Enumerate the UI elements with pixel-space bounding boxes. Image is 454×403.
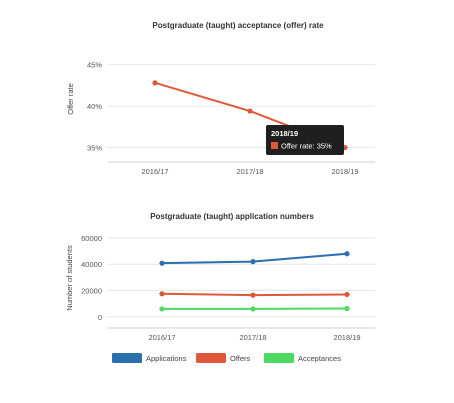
data-point[interactable] <box>159 260 165 266</box>
data-point[interactable] <box>247 108 253 114</box>
offer-rate-tooltip: 2018/19 Offer rate: 35% <box>266 125 344 155</box>
y-tick-label: 35% <box>87 144 102 153</box>
data-point[interactable] <box>250 292 256 298</box>
x-tick-label: 2016/17 <box>141 167 168 176</box>
legend-label: Applications <box>146 354 187 363</box>
application-numbers-chart: Postgraduate (taught) application number… <box>65 212 375 363</box>
data-point[interactable] <box>344 251 350 257</box>
chart2-y-axis-title: Number of students <box>65 245 74 311</box>
data-point[interactable] <box>159 291 165 297</box>
y-tick-label: 40000 <box>81 260 102 269</box>
legend-label: Acceptances <box>298 354 341 363</box>
legend-label: Offers <box>230 354 251 363</box>
legend-swatch <box>112 353 142 363</box>
x-tick-label: 2017/18 <box>239 333 266 342</box>
y-tick-label: 45% <box>87 61 102 70</box>
y-tick-label: 0 <box>98 313 102 322</box>
y-tick-label: 40% <box>87 102 102 111</box>
data-point[interactable] <box>250 259 256 265</box>
tooltip-swatch <box>271 142 278 149</box>
data-point[interactable] <box>250 306 256 312</box>
chart1-title: Postgraduate (taught) acceptance (offer)… <box>152 21 324 30</box>
data-point[interactable] <box>344 305 350 312</box>
legend-item-applications[interactable]: Applications <box>112 353 187 363</box>
offer-rate-chart: Postgraduate (taught) acceptance (offer)… <box>66 21 375 176</box>
tooltip-title: 2018/19 <box>271 129 298 138</box>
legend-swatch <box>264 353 294 363</box>
data-point[interactable] <box>344 291 350 298</box>
legend-item-acceptances[interactable]: Acceptances <box>264 353 341 363</box>
data-point[interactable] <box>159 306 165 312</box>
chart2-title: Postgraduate (taught) application number… <box>150 212 314 221</box>
legend-item-offers[interactable]: Offers <box>196 353 251 363</box>
data-point[interactable] <box>152 80 158 86</box>
tooltip-value: Offer rate: 35% <box>281 142 332 151</box>
x-tick-label: 2018/19 <box>333 333 360 342</box>
x-tick-label: 2016/17 <box>148 333 175 342</box>
y-tick-label: 60000 <box>81 234 102 243</box>
x-tick-label: 2017/18 <box>236 167 263 176</box>
chart1-y-axis-title: Offer rate <box>66 83 75 115</box>
chart2-legend: Applications Offers Acceptances <box>112 353 341 363</box>
y-tick-label: 20000 <box>81 287 102 296</box>
legend-swatch <box>196 353 226 363</box>
x-tick-label: 2018/19 <box>331 167 358 176</box>
